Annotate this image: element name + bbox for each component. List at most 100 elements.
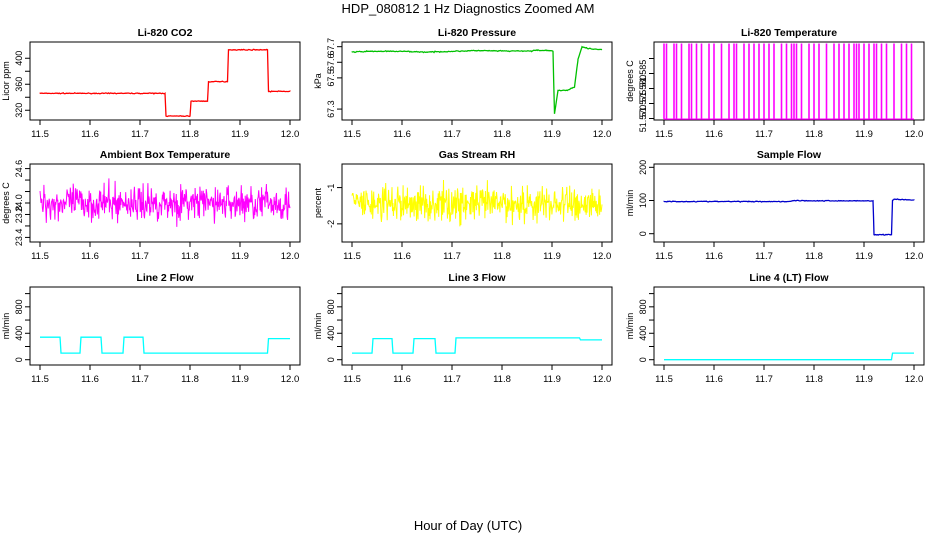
x-tick-label: 12.0 — [593, 374, 612, 385]
subplot-title: Gas Stream RH — [439, 149, 515, 161]
series-line — [352, 337, 602, 354]
figure-title: HDP_080812 1 Hz Diagnostics Zoomed AM — [341, 1, 595, 16]
x-tick-label: 11.9 — [855, 129, 873, 140]
x-tick-label: 11.5 — [31, 374, 49, 385]
x-tick-label: 11.5 — [31, 129, 49, 140]
y-tick-label: 23.8 — [14, 206, 24, 224]
x-tick-label: 11.7 — [131, 129, 149, 140]
y-tick-label: 24.6 — [14, 160, 24, 178]
x-tick-label: 11.7 — [755, 374, 773, 385]
series-line — [351, 179, 603, 227]
y-tick-label: 67.7 — [326, 38, 336, 56]
plot-frame — [341, 41, 613, 121]
x-tick-label: 11.6 — [81, 251, 99, 262]
plot-frame — [341, 163, 613, 243]
y-axis-label: ml/min — [1, 313, 11, 340]
subplot-title: Ambient Box Temperature — [100, 149, 231, 161]
series-line — [351, 45, 603, 114]
x-tick-label: 12.0 — [905, 251, 924, 262]
y-axis-label: Licor ppm — [1, 61, 11, 101]
y-tick-label: 51.570 — [638, 105, 648, 133]
x-tick-label: 11.8 — [805, 251, 823, 262]
x-tick-label: 12.0 — [905, 374, 924, 385]
x-tick-label: 11.5 — [31, 251, 49, 262]
x-tick-label: 11.6 — [393, 129, 411, 140]
y-axis-label: degrees C — [625, 60, 635, 102]
y-tick-label: 0 — [638, 357, 648, 362]
y-tick-label: -1 — [326, 184, 336, 192]
x-tick-label: 11.8 — [181, 251, 199, 262]
y-axis-label: kPa — [313, 73, 323, 89]
y-tick-label: 360 — [14, 77, 24, 92]
x-tick-label: 11.7 — [131, 374, 149, 385]
x-tick-label: 11.7 — [443, 129, 461, 140]
subplot-title: Line 4 (LT) Flow — [749, 272, 829, 284]
subplot-2: Li-820 Pressure kPa 11.5 11.6 11.7 11.8 11.9 12… — [313, 27, 613, 140]
y-tick-label: 24.0 — [14, 194, 24, 212]
y-tick-label: 800 — [638, 299, 648, 314]
y-axis-label: ml/min — [625, 190, 635, 217]
y-tick-label: 400 — [14, 326, 24, 341]
subplot-title: Li-820 CO2 — [138, 27, 193, 39]
subplot-title: Line 3 Flow — [448, 272, 506, 284]
x-tick-label: 11.8 — [181, 129, 199, 140]
x-tick-label: 12.0 — [281, 129, 300, 140]
x-tick-label: 11.8 — [805, 374, 823, 385]
subplot-3: Li-820 Temperature degrees C 11.5 11.6 11.7 1… — [625, 27, 925, 140]
plot-frame — [29, 286, 301, 366]
x-tick-label: 11.8 — [493, 374, 511, 385]
y-tick-label: 320 — [14, 103, 24, 118]
x-tick-label: 11.8 — [805, 129, 823, 140]
y-tick-label: 51.575 — [638, 90, 648, 118]
y-tick-label: 800 — [326, 299, 336, 314]
x-tick-label: 11.9 — [231, 251, 249, 262]
y-tick-label: 800 — [14, 299, 24, 314]
x-tick-label: 11.7 — [755, 251, 773, 262]
x-tick-label: 11.9 — [543, 374, 561, 385]
x-tick-label: 11.8 — [493, 129, 511, 140]
subplot-6: Sample Flow ml/min 11.5 11.6 11.7 11.8 11.9 12.… — [625, 149, 925, 262]
x-tick-label: 11.5 — [655, 374, 673, 385]
plot-frame — [653, 286, 925, 366]
series-line — [664, 352, 914, 361]
y-tick-label: 51.585 — [638, 60, 648, 88]
y-tick-label: 400 — [638, 326, 648, 341]
x-tick-label: 11.6 — [393, 374, 411, 385]
plot-frame — [341, 286, 613, 366]
x-tick-label: 11.9 — [543, 129, 561, 140]
x-tick-label: 12.0 — [593, 129, 612, 140]
y-tick-label: 23.4 — [14, 229, 24, 247]
subplot-1: Li-820 CO2 Licor ppm 11.5 11.6 11.7 11.8 11.9 1… — [1, 27, 301, 140]
plot-frame — [29, 41, 301, 121]
subplot-5: Gas Stream RH percent 11.5 11.6 11.7 11.8 11.9… — [313, 149, 613, 262]
subplot-9: Line 4 (LT) Flow ml/min 11.5 11.6 11.7 11.8 11… — [625, 272, 925, 385]
y-tick-label: 400 — [326, 326, 336, 341]
y-axis-label: ml/min — [625, 313, 635, 340]
subplot-title: Line 2 Flow — [136, 272, 194, 284]
x-tick-label: 11.5 — [655, 129, 673, 140]
x-tick-label: 12.0 — [281, 251, 300, 262]
x-tick-label: 11.5 — [343, 251, 361, 262]
y-tick-label: 67.6 — [326, 54, 336, 72]
plot-frame — [653, 163, 925, 243]
x-tick-label: 12.0 — [905, 129, 924, 140]
x-tick-label: 11.9 — [855, 374, 873, 385]
x-tick-label: 11.7 — [131, 251, 149, 262]
x-tick-label: 11.6 — [705, 374, 723, 385]
y-tick-label: 67.3 — [326, 100, 336, 118]
x-axis-label: Hour of Day (UTC) — [413, 518, 523, 533]
x-tick-label: 11.6 — [81, 374, 99, 385]
x-tick-label: 11.5 — [655, 251, 673, 262]
y-axis-label: percent — [313, 187, 323, 218]
subplot-title: Sample Flow — [757, 149, 822, 161]
subplot-title: Li-820 Pressure — [438, 27, 516, 39]
y-tick-label: 0 — [638, 231, 648, 236]
x-tick-label: 11.6 — [705, 129, 723, 140]
y-tick-label: 400 — [14, 51, 24, 66]
x-tick-label: 11.7 — [443, 251, 461, 262]
y-tick-label: 0 — [326, 357, 336, 362]
x-tick-label: 11.9 — [855, 251, 873, 262]
plot-frame — [653, 41, 925, 121]
y-tick-label: 67.5 — [326, 69, 336, 87]
